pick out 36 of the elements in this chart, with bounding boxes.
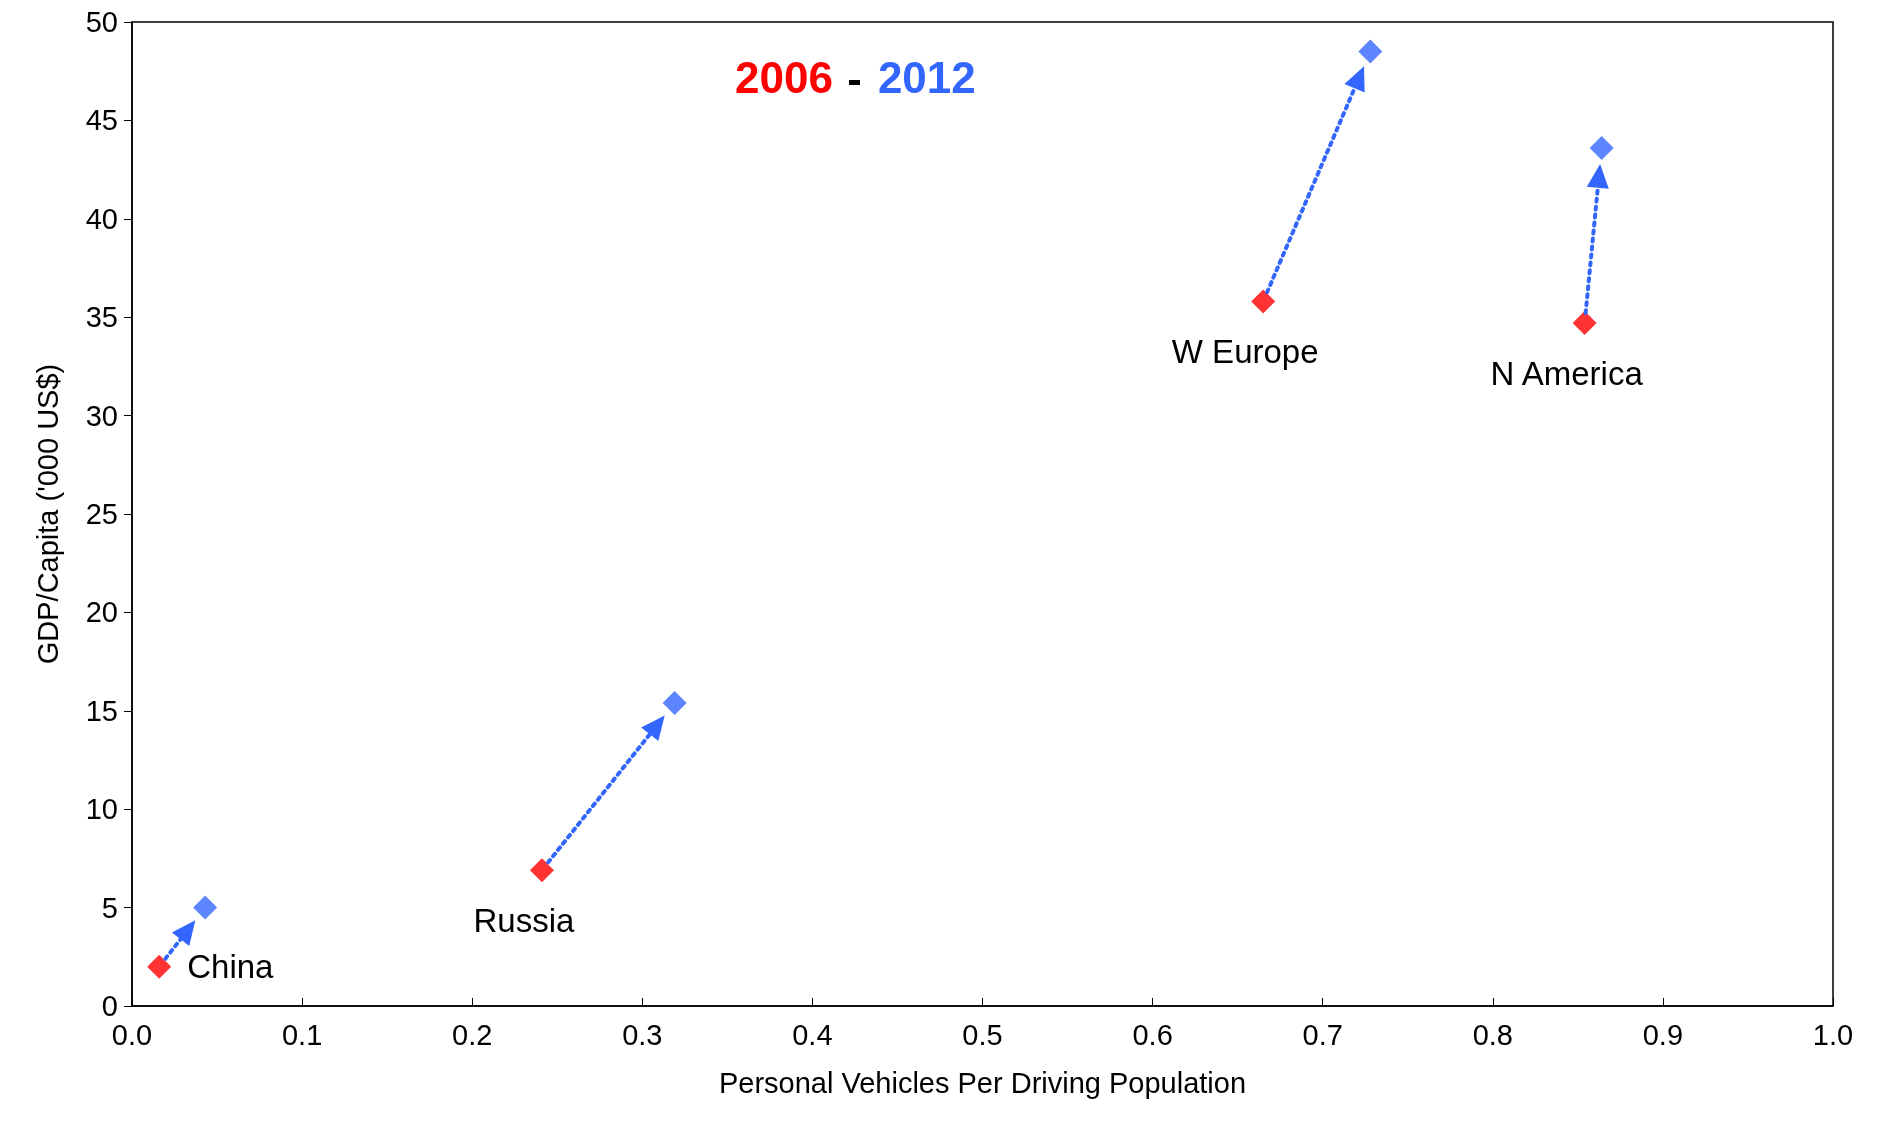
y-tick-label: 10 <box>85 793 118 826</box>
point <box>1589 135 1614 160</box>
annotation: China <box>187 948 275 986</box>
y-tick-label: 5 <box>101 891 118 924</box>
y-tick-label: 15 <box>85 694 118 727</box>
y-tick-label: 50 <box>85 6 118 38</box>
y-tick-label: 25 <box>85 498 118 530</box>
text: 2012 <box>877 52 976 102</box>
x-tick-label: 0.3 <box>622 1018 663 1051</box>
y-tick-label: 30 <box>85 399 118 432</box>
annotation: Russia <box>473 901 576 939</box>
y-tick-label: 45 <box>85 104 118 137</box>
point <box>1251 289 1276 314</box>
text: 2006 <box>735 52 833 102</box>
x-tick-label: 0.5 <box>962 1018 1003 1051</box>
annotation: W Europe <box>1171 332 1319 370</box>
x-tick-label: 1.0 <box>1812 1018 1854 1051</box>
y-axis-title: GDP/Capita ('000 US$) <box>31 363 64 665</box>
x-tick-label: 0.6 <box>1132 1018 1173 1051</box>
point <box>1358 39 1383 64</box>
x-tick-label: 0.8 <box>1472 1018 1513 1051</box>
y-tick-label: 20 <box>85 596 118 629</box>
x-axis-title: Personal Vehicles Per Driving Population <box>718 1066 1247 1099</box>
y-tick-label: 40 <box>85 202 118 235</box>
x-tick-label: 0.9 <box>1642 1018 1684 1051</box>
point <box>193 895 218 920</box>
annotation: N America <box>1490 354 1644 392</box>
x-tick-label: 0.7 <box>1302 1018 1343 1051</box>
point <box>147 954 172 979</box>
y-tick-label: 35 <box>85 301 118 334</box>
x-tick-label: 0.1 <box>281 1018 323 1051</box>
point <box>1572 311 1597 336</box>
point <box>529 858 554 883</box>
point <box>662 690 687 715</box>
x-tick-label: 0.2 <box>452 1018 493 1051</box>
x-tick-label: 0.4 <box>792 1018 833 1051</box>
